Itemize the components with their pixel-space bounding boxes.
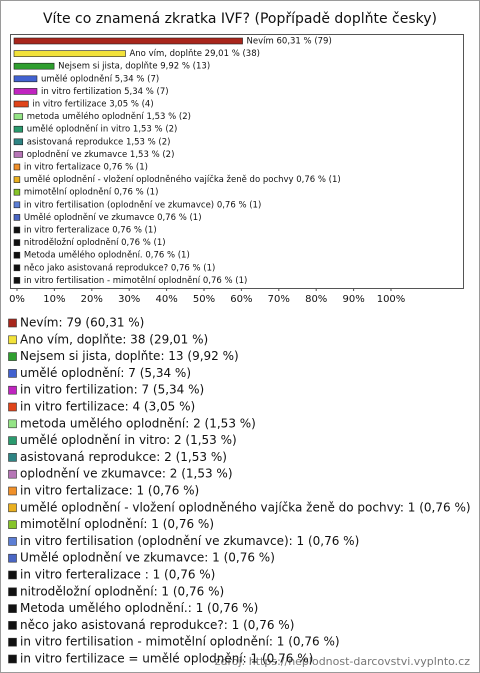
legend-label: Metoda umělého oplodnění.: 1 (0,76 %) xyxy=(20,601,258,615)
legend-swatch xyxy=(8,469,17,479)
x-tick-label: 70% xyxy=(268,294,290,305)
data-label: in vitro fertilization 5,34 % (7) xyxy=(41,87,169,97)
legend-label: in vitro fertilisation - mimotělní oplod… xyxy=(20,635,340,649)
legend-label: Umělé oplodnění ve zkumavce: 1 (0,76 %) xyxy=(20,551,275,565)
legend-label: in vitro ferteralizace : 1 (0,76 %) xyxy=(20,568,215,582)
legend-label: mimotělní oplodnění: 1 (0,76 %) xyxy=(20,517,214,531)
legend-label: in vitro fertalizace: 1 (0,76 %) xyxy=(20,484,199,498)
x-tick-label: 100% xyxy=(377,294,406,305)
data-label: Nejsem si jista, doplňte 9,92 % (13) xyxy=(58,61,210,72)
legend-swatch xyxy=(8,570,17,580)
data-label: in vitro fertilisation (oplodnění ve zku… xyxy=(24,200,261,210)
data-label: Nevím 60,31 % (79) xyxy=(247,37,332,47)
legend-label: něco jako asistovaná reprodukce?: 1 (0,7… xyxy=(20,618,294,632)
bar xyxy=(13,277,21,284)
data-label: umělé oplodnění - vložení oplodněného va… xyxy=(24,174,341,185)
data-label: metoda umělého oplodnění 1,53 % (2) xyxy=(27,111,191,122)
legend-swatch xyxy=(8,369,17,378)
data-label: umělé oplodnění 5,34 % (7) xyxy=(41,73,159,84)
bar xyxy=(13,50,126,57)
legend-label: metoda umělého oplodnění: 2 (1,53 %) xyxy=(20,416,256,430)
data-label: Umělé oplodnění ve zkumavce 0,76 % (1) xyxy=(24,212,202,223)
data-label: nitroděložní oplodnění 0,76 % (1) xyxy=(24,238,166,248)
bar xyxy=(13,151,24,158)
data-label: Ano vím, doplňte 29,01 % (38) xyxy=(129,48,259,59)
bar xyxy=(13,125,24,133)
legend-swatch xyxy=(8,402,17,412)
bar xyxy=(13,176,21,183)
data-label: asistovaná reprodukce 1,53 % (2) xyxy=(27,137,171,147)
legend-swatch xyxy=(8,419,17,429)
legend-swatch xyxy=(8,453,17,462)
legend-swatch xyxy=(8,503,17,513)
data-label: in vitro ferteralizace 0,76 % (1) xyxy=(24,226,157,236)
bar xyxy=(13,100,29,108)
x-tick-label: 50% xyxy=(193,294,215,305)
bar xyxy=(13,62,55,70)
data-label: in vitro fertalizace 0,76 % (1) xyxy=(24,163,148,173)
bar xyxy=(13,264,21,272)
legend-swatch xyxy=(8,335,17,345)
bar xyxy=(13,37,243,45)
data-label: oplodnění ve zkumavce 1,53 % (2) xyxy=(27,150,175,160)
x-tick-label: 60% xyxy=(230,294,252,305)
legend-swatch xyxy=(8,352,17,361)
legend-swatch xyxy=(8,436,17,445)
bar xyxy=(13,188,21,196)
legend-label: umělé oplodnění - vložení oplodněného va… xyxy=(20,500,471,514)
bar xyxy=(13,239,21,246)
legend-label: umělé oplodnění in vitro: 2 (1,53 %) xyxy=(20,433,237,447)
bar xyxy=(13,201,21,209)
data-label: něco jako asistovaná reprodukce? 0,76 % … xyxy=(24,263,216,273)
legend-swatch xyxy=(8,537,17,546)
data-label: Metoda umělého oplodnění. 0,76 % (1) xyxy=(24,250,190,261)
bar xyxy=(13,88,38,95)
legend-swatch xyxy=(8,520,17,529)
legend-swatch xyxy=(8,385,17,395)
bar xyxy=(13,214,21,221)
x-tick-label: 30% xyxy=(118,294,140,305)
legend-label: Nejsem si jista, doplňte: 13 (9,92 %) xyxy=(20,349,239,363)
bar xyxy=(13,226,21,234)
x-tick-label: 90% xyxy=(342,294,364,305)
data-label: umělé oplodnění in vitro 1,53 % (2) xyxy=(27,124,178,135)
legend-swatch xyxy=(8,587,17,597)
legend-swatch xyxy=(8,318,17,328)
legend-swatch xyxy=(8,604,17,613)
legend-swatch xyxy=(8,621,17,630)
legend-label: in vitro fertilizace: 4 (3,05 %) xyxy=(20,400,195,414)
data-label: mimotělní oplodnění 0,76 % (1) xyxy=(24,188,159,198)
legend-label: Ano vím, doplňte: 38 (29,01 %) xyxy=(20,332,208,346)
data-label: in vitro fertilisation - mimotělní oplod… xyxy=(24,276,247,286)
data-label: in vitro fertilizace 3,05 % (4) xyxy=(32,100,153,110)
legend-swatch xyxy=(8,553,17,563)
x-tick-label: 0% xyxy=(9,294,25,305)
legend-label: in vitro fertilization: 7 (5,34 %) xyxy=(20,383,204,397)
legend-label: oplodnění ve zkumavce: 2 (1,53 %) xyxy=(20,467,233,481)
legend-swatch xyxy=(8,637,17,647)
plot-area xyxy=(10,34,464,289)
legend-swatch xyxy=(8,486,17,496)
x-tick-label: 40% xyxy=(155,294,177,305)
legend-label: umělé oplodnění: 7 (5,34 %) xyxy=(20,366,191,380)
legend-label: asistovaná reprodukce: 2 (1,53 %) xyxy=(20,450,227,464)
bar xyxy=(13,251,21,259)
source: zdroj: https://neplodnost-darcovstvi.vyp… xyxy=(215,655,470,668)
legend-label: nitroděložní oplodnění: 1 (0,76 %) xyxy=(20,584,224,598)
legend-label: in vitro fertilisation (oplodnění ve zku… xyxy=(20,534,359,548)
bar xyxy=(13,75,38,83)
bar xyxy=(13,113,24,120)
x-tick-label: 10% xyxy=(43,294,65,305)
legend-swatch xyxy=(8,654,17,664)
legend-label: in vitro fertilizace = umělé oplodnění: … xyxy=(20,652,313,666)
bar xyxy=(13,138,24,146)
legend-label: Nevím: 79 (60,31 %) xyxy=(20,316,144,330)
x-tick-label: 80% xyxy=(305,294,327,305)
x-tick-label: 20% xyxy=(81,294,103,305)
bar xyxy=(13,163,21,171)
chart-title: Víte co znamená zkratka IVF? (Popřípadě … xyxy=(43,11,437,27)
